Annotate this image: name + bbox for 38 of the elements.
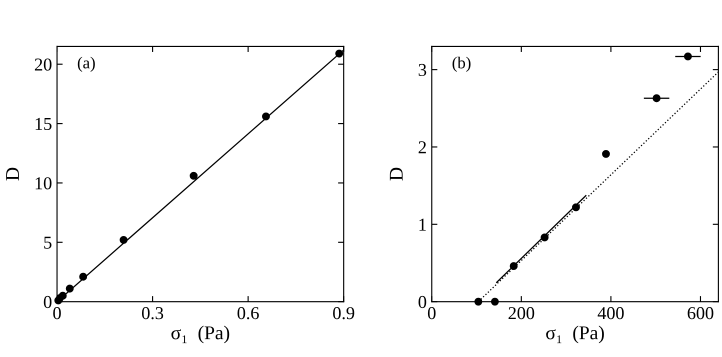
y-axis-title: D xyxy=(390,168,403,180)
point xyxy=(335,50,344,58)
y-tick-label: 1 xyxy=(419,218,426,231)
y-tick-label: 20 xyxy=(34,58,52,71)
point xyxy=(540,234,549,242)
y-tick-label: 3 xyxy=(418,64,426,76)
x-tick-label: 600 xyxy=(688,307,714,320)
point xyxy=(572,203,580,212)
x-tick-label: 0.6 xyxy=(238,307,259,320)
annotation: (b) xyxy=(452,56,471,72)
x-tick-label: 0.9 xyxy=(333,307,354,320)
x-axis-title: σ₁ (Pa) xyxy=(546,326,604,344)
y-tick-label: 5 xyxy=(44,236,52,249)
y-tick-label: 2 xyxy=(418,141,426,154)
x-tick-label: 200 xyxy=(508,307,534,320)
y-tick-label: 0 xyxy=(418,296,426,308)
x-tick-label: 400 xyxy=(598,307,624,320)
point xyxy=(120,236,128,244)
point xyxy=(262,112,270,120)
y-tick-label: 10 xyxy=(36,177,52,190)
y-axis-title: D xyxy=(6,168,19,180)
x-axis-title: σ₁ (Pa) xyxy=(171,326,230,344)
y-tick-label: 15 xyxy=(36,118,52,130)
point xyxy=(684,52,692,60)
annotation: (a) xyxy=(78,56,95,72)
point xyxy=(66,284,74,293)
x-tick-label: 0.3 xyxy=(142,307,164,320)
point xyxy=(602,150,610,158)
point xyxy=(652,94,661,102)
point xyxy=(474,298,482,306)
point xyxy=(490,298,499,306)
x-tick-label: 0 xyxy=(53,307,61,320)
point xyxy=(190,172,198,180)
x-tick-label: 0 xyxy=(428,307,436,320)
y-tick-label: 0 xyxy=(44,296,52,308)
point xyxy=(79,272,88,281)
point xyxy=(510,262,518,270)
point xyxy=(58,292,67,300)
